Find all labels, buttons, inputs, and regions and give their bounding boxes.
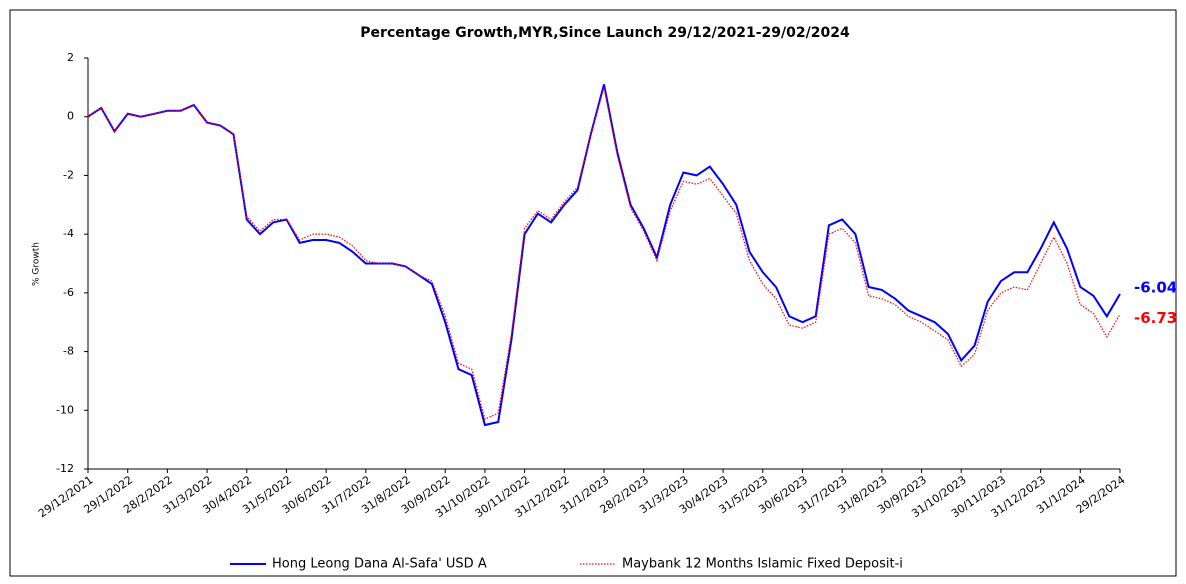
chart-frame (9, 9, 1177, 577)
y-tick-label: -2 (63, 168, 74, 181)
y-axis-label: % Growth (32, 242, 42, 286)
y-tick-label: -6 (63, 286, 74, 299)
y-tick-label: 2 (67, 51, 74, 64)
legend-label: Maybank 12 Months Islamic Fixed Deposit-… (622, 557, 903, 572)
legend-label: Hong Leong Dana Al-Safa' USD A (272, 557, 487, 572)
y-tick-label: -12 (56, 462, 74, 475)
end-value-label: -6.73 (1134, 309, 1177, 327)
y-tick-label: -4 (63, 227, 74, 240)
line-series (87, 84, 1121, 427)
y-tick-label: 0 (67, 110, 74, 123)
chart-title: Percentage Growth,MYR,Since Launch 29/12… (360, 25, 850, 41)
end-value-label: -6.04 (1134, 279, 1177, 297)
line-series (87, 87, 1121, 420)
y-tick-label: -8 (63, 345, 74, 358)
y-tick-label: -10 (56, 403, 74, 416)
